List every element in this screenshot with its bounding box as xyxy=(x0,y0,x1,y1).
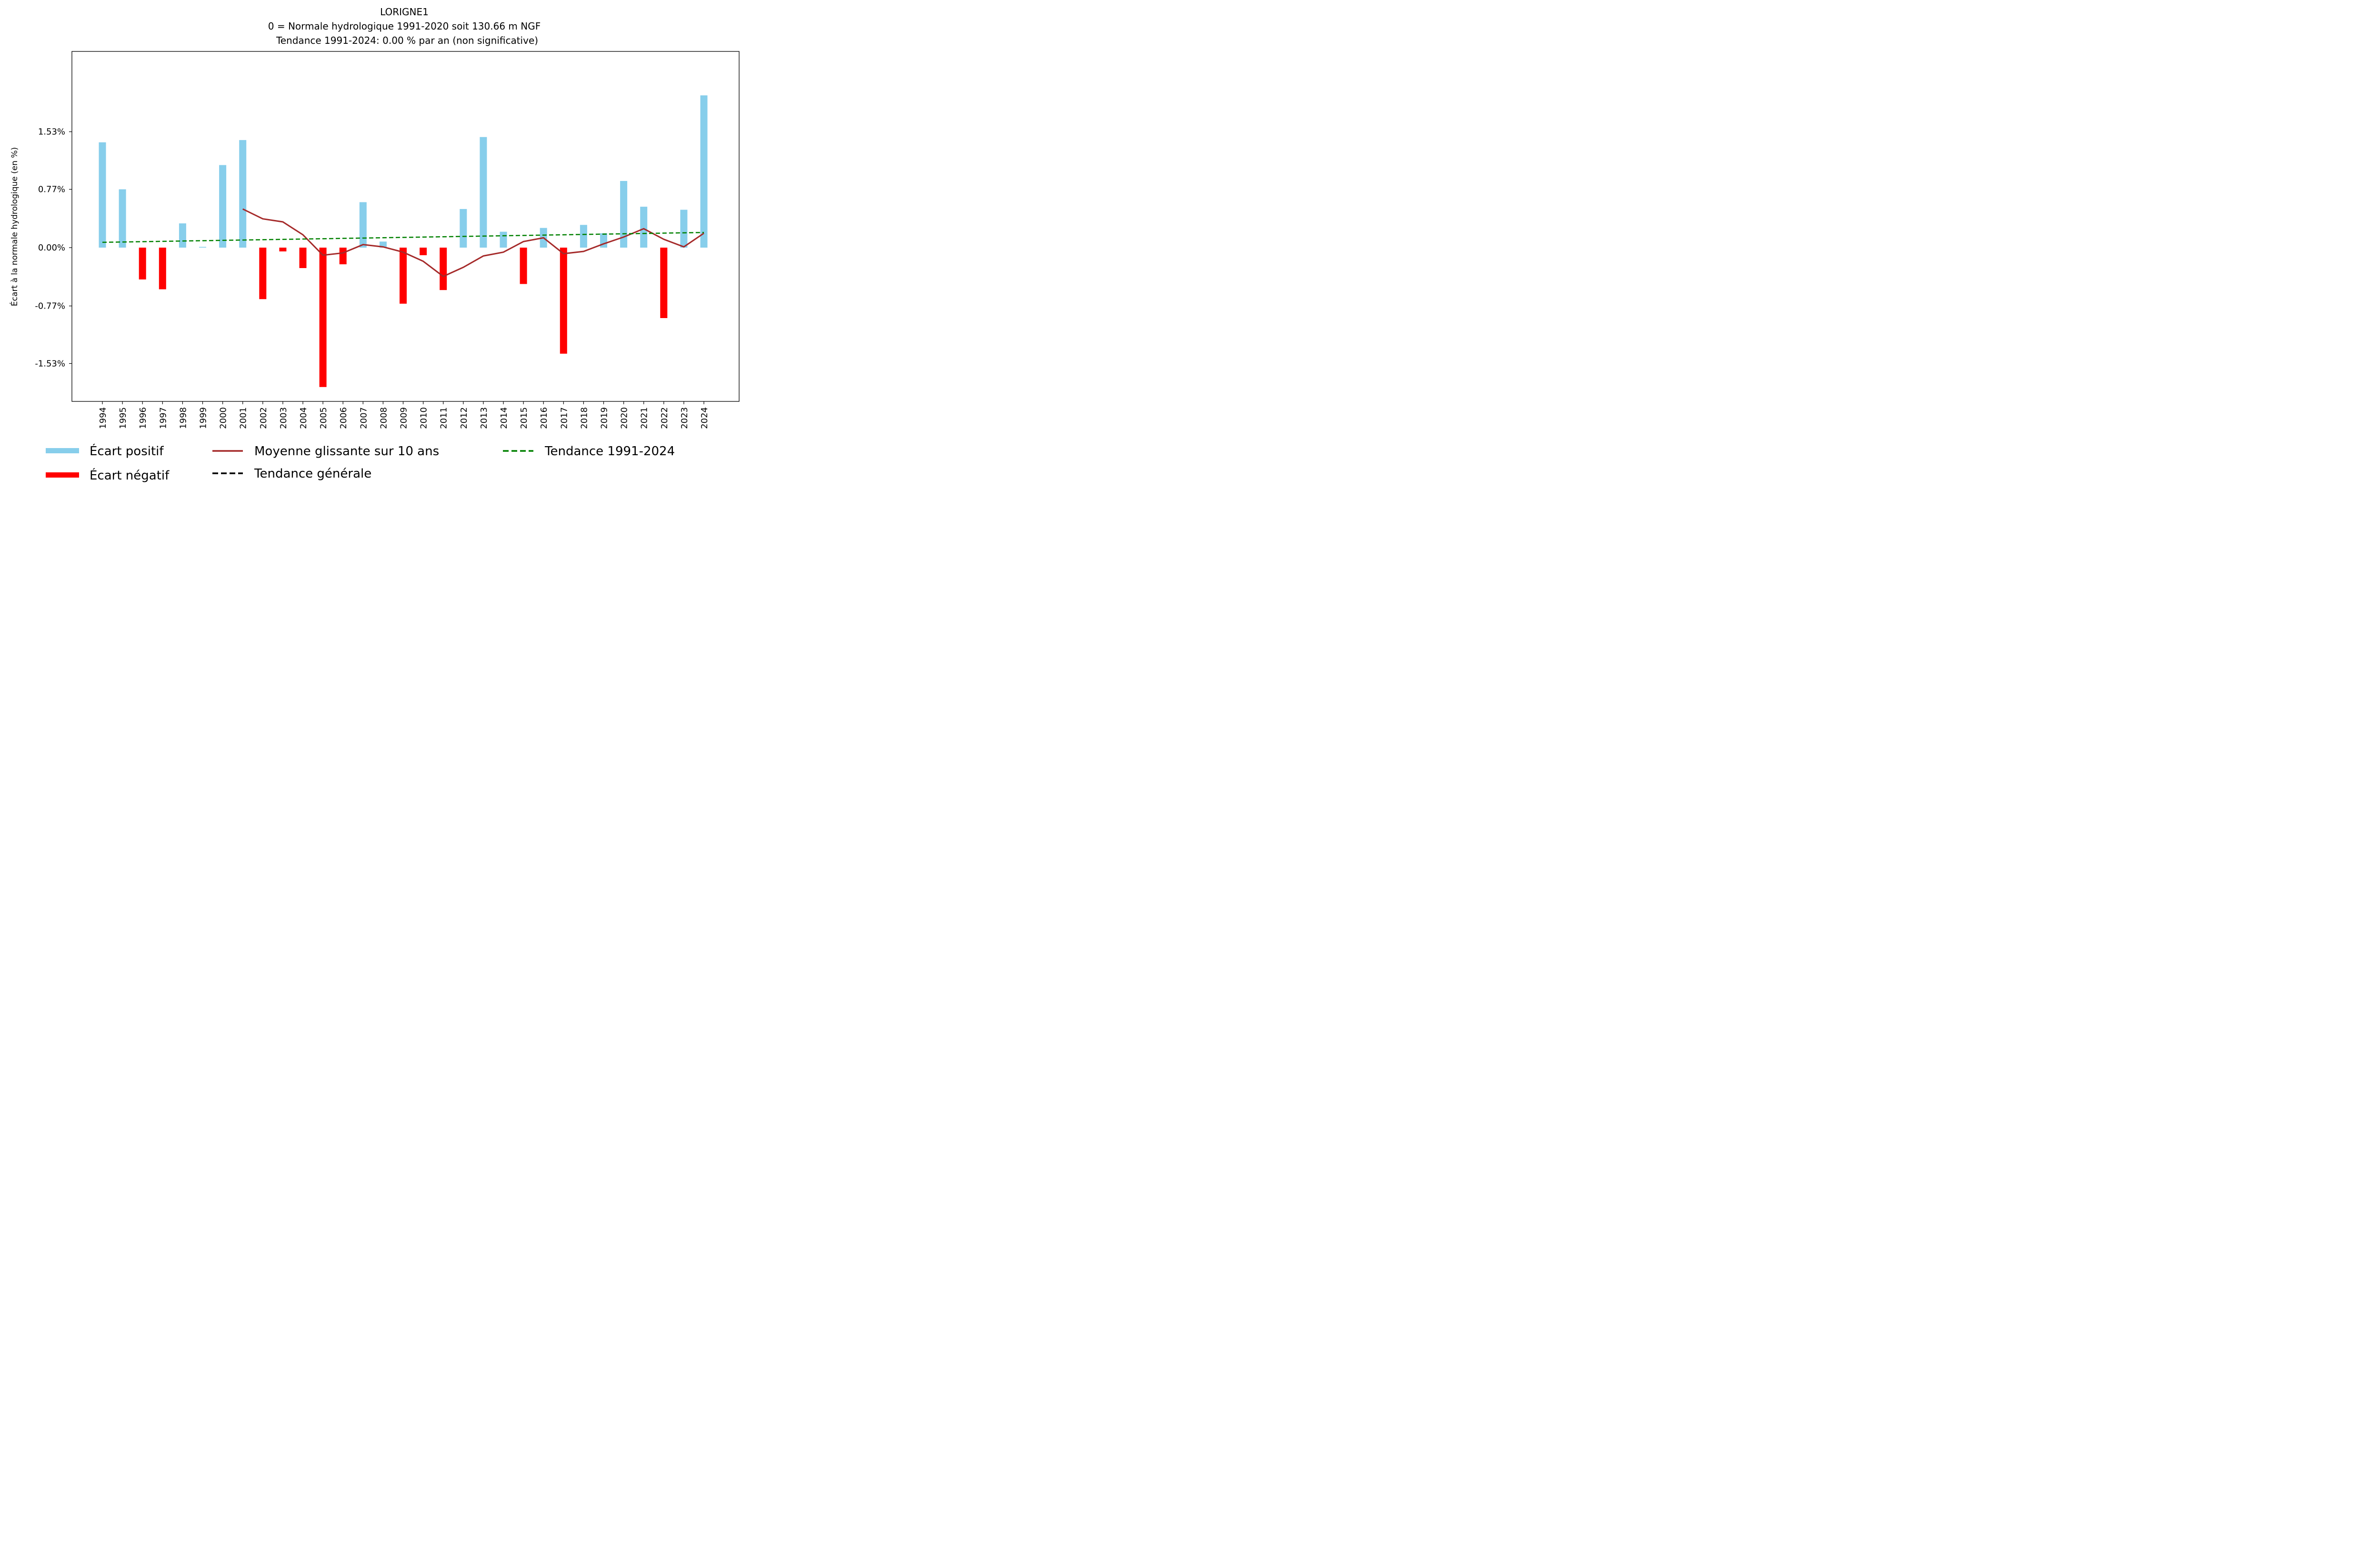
y-axis-label: Écart à la normale hydrologique (en %) xyxy=(9,147,20,306)
bar-positive xyxy=(239,140,247,248)
x-tick-label: 2019 xyxy=(600,407,610,429)
bar-positive xyxy=(199,247,206,248)
bar-negative xyxy=(339,248,347,265)
y-tick-label: -0.77% xyxy=(35,301,65,311)
bar-positive xyxy=(640,207,648,248)
y-axis: -1.53% -0.77% 0.00% 0.77% 1.53% xyxy=(35,127,72,369)
x-tick-label: 2024 xyxy=(700,407,710,429)
x-tick-label: 2018 xyxy=(579,407,589,429)
x-tick-label: 2023 xyxy=(680,407,690,429)
x-tick-label: 2007 xyxy=(359,407,369,429)
legend: Écart positif Écart négatif Moyenne glissa… xyxy=(46,443,675,483)
x-axis: 1994 1995 1996 1997 1998 1999 2000 2001 2002 2003… xyxy=(98,401,710,429)
bar-positive xyxy=(359,202,367,248)
legend-label: Tendance 1991-2024 xyxy=(544,444,675,459)
lines-group xyxy=(102,208,704,278)
legend-label: Tendance générale xyxy=(254,467,371,481)
plot-frame xyxy=(71,51,740,402)
x-tick-label: 2003 xyxy=(279,407,289,429)
bar-negative xyxy=(400,248,407,304)
bar-positive xyxy=(500,231,507,248)
x-tick-label: 2014 xyxy=(499,407,509,429)
legend-swatch-negative xyxy=(46,472,79,478)
bar-positive xyxy=(480,137,487,248)
x-tick-label: 1997 xyxy=(158,407,168,429)
x-tick-label: 2009 xyxy=(399,407,409,429)
x-tick-label: 2000 xyxy=(219,407,229,429)
legend-label: Écart positif xyxy=(90,443,164,459)
y-tick-label: 1.53% xyxy=(38,127,65,137)
bar-positive xyxy=(460,209,467,248)
chart-title: LORIGNE1 xyxy=(380,6,429,18)
legend-label: Moyenne glissante sur 10 ans xyxy=(254,444,439,459)
bar-negative xyxy=(139,248,146,280)
bar-negative xyxy=(319,248,327,387)
x-tick-label: 2006 xyxy=(339,407,349,429)
x-tick-label: 2020 xyxy=(620,407,630,429)
x-tick-label: 1994 xyxy=(98,407,108,429)
bar-positive xyxy=(99,142,106,248)
x-tick-label: 2016 xyxy=(539,407,549,429)
y-tick-label: -1.53% xyxy=(35,359,65,369)
x-tick-label: 1999 xyxy=(199,407,209,429)
chart-subtitle-1: 0 = Normale hydrologique 1991-2020 soit … xyxy=(268,20,541,32)
x-tick-label: 1996 xyxy=(138,407,148,429)
x-tick-label: 2002 xyxy=(259,407,269,429)
x-tick-label: 2008 xyxy=(379,407,389,429)
x-tick-label: 2015 xyxy=(519,407,529,429)
moving-average-line xyxy=(242,208,704,278)
bar-negative xyxy=(299,248,307,268)
bar-positive xyxy=(700,95,708,248)
bar-negative xyxy=(660,248,668,318)
chart: LORIGNE1 0 = Normale hydrologique 1991-2… xyxy=(9,6,740,483)
y-tick-label: 0.77% xyxy=(38,185,65,195)
bars-group xyxy=(99,95,708,387)
bar-negative xyxy=(420,248,427,255)
x-tick-label: 2011 xyxy=(439,407,449,429)
x-tick-label: 1995 xyxy=(118,407,128,429)
bar-negative xyxy=(279,248,287,251)
x-tick-label: 2001 xyxy=(239,407,249,429)
chart-subtitle-2: Tendance 1991-2024: 0.00 % par an (non s… xyxy=(276,35,538,46)
legend-swatch-positive xyxy=(46,448,79,453)
x-tick-label: 2005 xyxy=(319,407,329,429)
trend-line xyxy=(102,231,704,243)
bar-positive xyxy=(620,181,628,248)
bar-positive xyxy=(179,223,186,248)
bar-negative xyxy=(440,248,447,290)
x-tick-label: 1998 xyxy=(178,407,188,429)
x-tick-label: 2021 xyxy=(640,407,650,429)
x-tick-label: 2012 xyxy=(459,407,469,429)
legend-label: Écart négatif xyxy=(90,468,170,483)
bar-positive xyxy=(219,165,227,248)
x-tick-label: 2017 xyxy=(559,407,569,429)
x-tick-label: 2010 xyxy=(419,407,429,429)
x-tick-label: 2004 xyxy=(299,407,309,429)
y-tick-label: 0.00% xyxy=(38,243,65,253)
bar-negative xyxy=(520,248,527,284)
bar-positive xyxy=(119,189,126,248)
bar-positive xyxy=(680,210,688,248)
bar-negative xyxy=(259,248,267,300)
x-tick-label: 2013 xyxy=(479,407,489,429)
x-tick-label: 2022 xyxy=(660,407,670,429)
bar-positive xyxy=(580,225,587,248)
bar-negative xyxy=(560,248,567,354)
bar-negative xyxy=(159,248,166,290)
